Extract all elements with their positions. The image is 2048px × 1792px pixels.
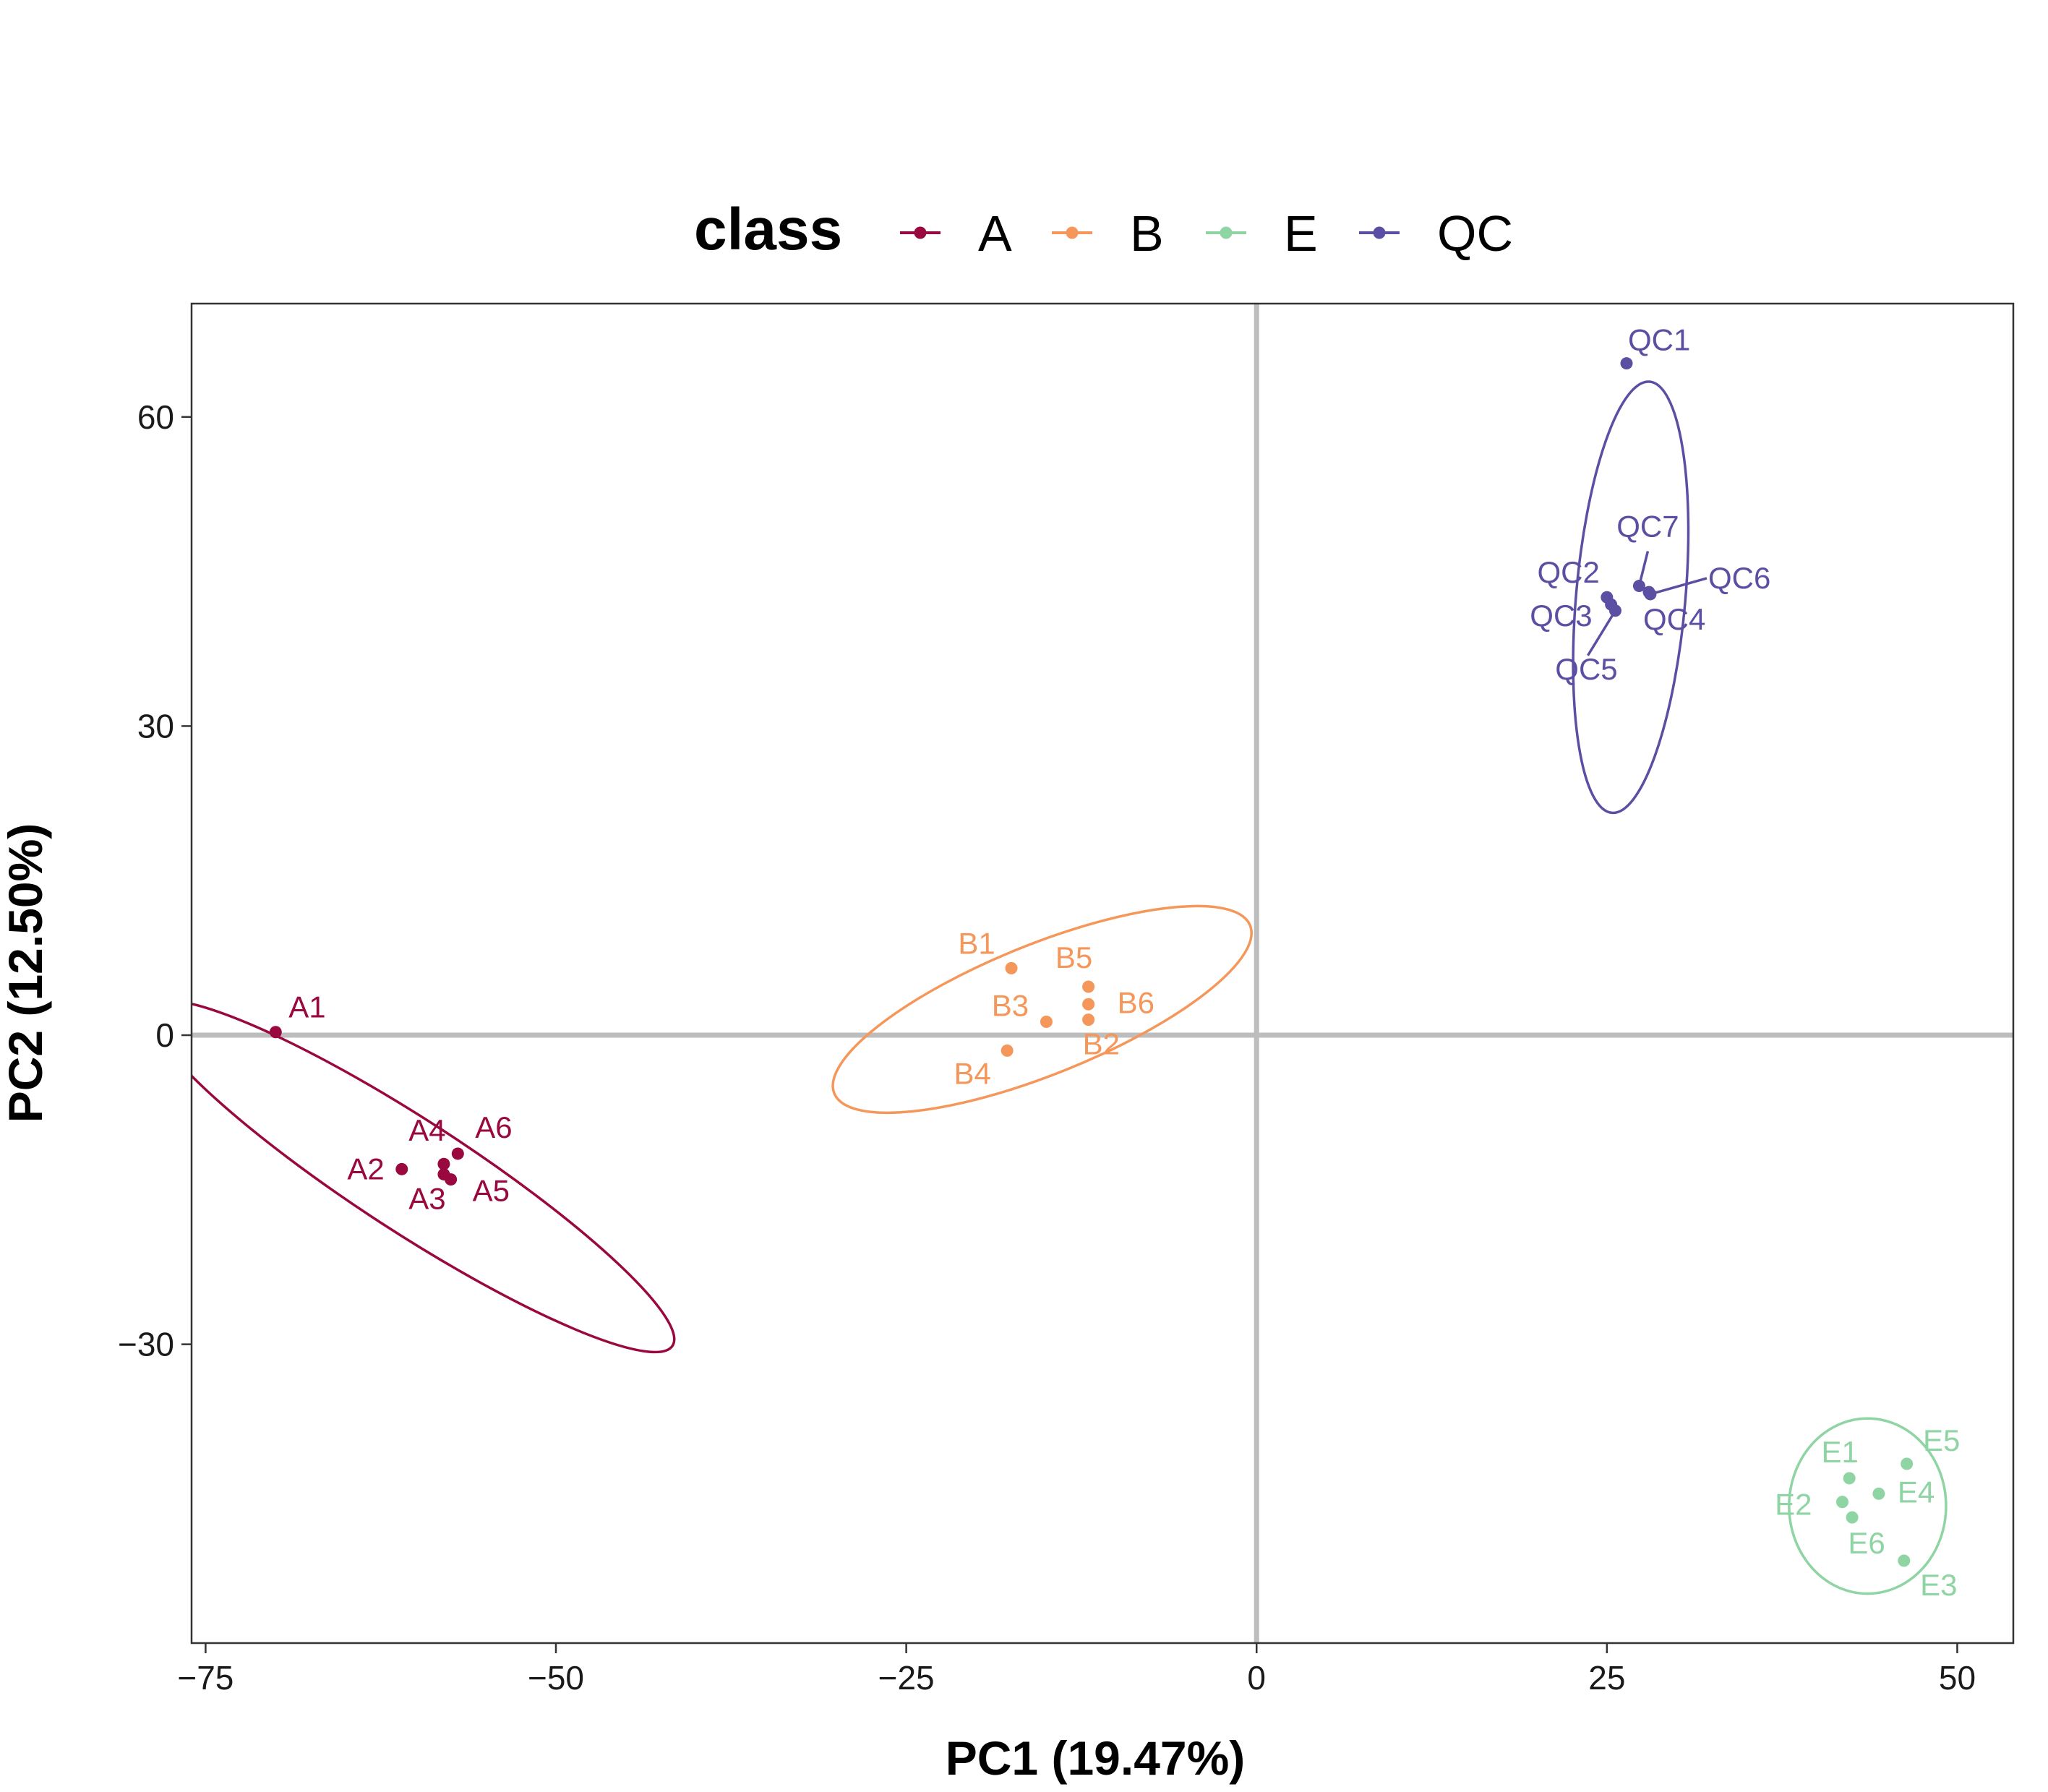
panel-border <box>190 302 2015 1645</box>
label-e5: E5 <box>1923 1423 1960 1457</box>
x-tick-label: 25 <box>1588 1659 1625 1697</box>
legend-label-qc: QC <box>1437 205 1513 262</box>
point-b6 <box>1082 998 1095 1011</box>
ellipse-a <box>192 999 676 1354</box>
point-a5 <box>445 1173 458 1186</box>
label-e3: E3 <box>1920 1568 1957 1602</box>
label-qc7: QC7 <box>1616 510 1679 544</box>
label-e6: E6 <box>1848 1526 1885 1560</box>
label-b6: B6 <box>1118 985 1154 1019</box>
legend-key-point-b <box>1066 226 1079 239</box>
point-e5 <box>1901 1457 1914 1470</box>
y-tick-label: 60 <box>137 398 174 436</box>
legend-label-a: A <box>978 205 1012 262</box>
label-e2: E2 <box>1775 1488 1812 1522</box>
y-tick-label: 30 <box>137 707 174 745</box>
label-qc1: QC1 <box>1628 323 1690 357</box>
point-a6 <box>451 1147 464 1160</box>
point-e6 <box>1846 1511 1859 1524</box>
ellipse-e <box>1788 1417 1948 1595</box>
leader-qc5 <box>1586 609 1616 656</box>
label-b4: B4 <box>954 1056 990 1090</box>
point-e2 <box>1836 1496 1849 1509</box>
point-qc1 <box>1620 357 1633 370</box>
legend-key-point-a <box>914 226 927 239</box>
point-b2 <box>1082 1013 1095 1026</box>
label-e1: E1 <box>1822 1435 1859 1469</box>
x-tick-label: −75 <box>177 1659 233 1697</box>
x-axis: −75 −50 −25 0 25 50 <box>177 1643 1976 1697</box>
point-qc5 <box>1608 604 1621 617</box>
data-points <box>269 357 1914 1567</box>
label-qc5: QC5 <box>1555 652 1617 686</box>
legend-key-point-qc <box>1373 226 1386 239</box>
label-b5: B5 <box>1055 940 1092 974</box>
label-qc4: QC4 <box>1643 602 1705 636</box>
label-a3: A3 <box>408 1181 445 1215</box>
x-axis-title: PC1 (19.47%) <box>946 1731 1246 1785</box>
point-e3 <box>1898 1554 1911 1567</box>
ellipse-qc <box>1572 380 1690 815</box>
label-a5: A5 <box>473 1174 510 1208</box>
point-a1 <box>269 1026 282 1039</box>
label-a1: A1 <box>288 990 325 1024</box>
label-a6: A6 <box>475 1110 512 1144</box>
point-qc6 <box>1644 588 1657 601</box>
leader-qc6 <box>1650 577 1708 596</box>
label-qc3: QC3 <box>1530 599 1592 633</box>
label-qc2: QC2 <box>1537 555 1599 589</box>
label-a4: A4 <box>408 1113 445 1147</box>
y-axis-title: PC2 (12.50%) <box>0 823 52 1123</box>
x-tick-label: −50 <box>528 1659 584 1697</box>
legend-key-point-e <box>1220 226 1233 239</box>
point-b5 <box>1082 980 1095 993</box>
x-tick-label: 0 <box>1247 1659 1266 1697</box>
label-b2: B2 <box>1083 1027 1120 1061</box>
label-e4: E4 <box>1898 1475 1935 1509</box>
ellipse-b <box>831 904 1253 1115</box>
y-axis: −30 0 30 60 <box>118 398 192 1363</box>
point-a4 <box>437 1157 450 1170</box>
y-tick-label: 0 <box>155 1016 174 1054</box>
point-a2 <box>395 1162 408 1175</box>
label-qc6: QC6 <box>1708 561 1770 595</box>
legend-label-b: B <box>1130 205 1164 262</box>
legend-title: class <box>694 197 842 262</box>
confidence-ellipses <box>192 380 1948 1595</box>
point-b3 <box>1040 1015 1053 1028</box>
x-tick-label: 50 <box>1939 1659 1976 1697</box>
label-b3: B3 <box>992 988 1029 1022</box>
x-tick-label: −25 <box>878 1659 935 1697</box>
legend: class A B E QC <box>694 197 1513 262</box>
point-b1 <box>1005 961 1018 974</box>
reference-lines <box>192 304 2013 1643</box>
point-b4 <box>1001 1044 1014 1057</box>
point-qc7 <box>1632 580 1645 593</box>
legend-label-e: E <box>1284 205 1318 262</box>
point-e4 <box>1872 1487 1885 1500</box>
label-b1: B1 <box>958 926 995 960</box>
label-a2: A2 <box>347 1152 384 1186</box>
point-e1 <box>1843 1472 1856 1485</box>
y-tick-label: −30 <box>118 1326 174 1363</box>
